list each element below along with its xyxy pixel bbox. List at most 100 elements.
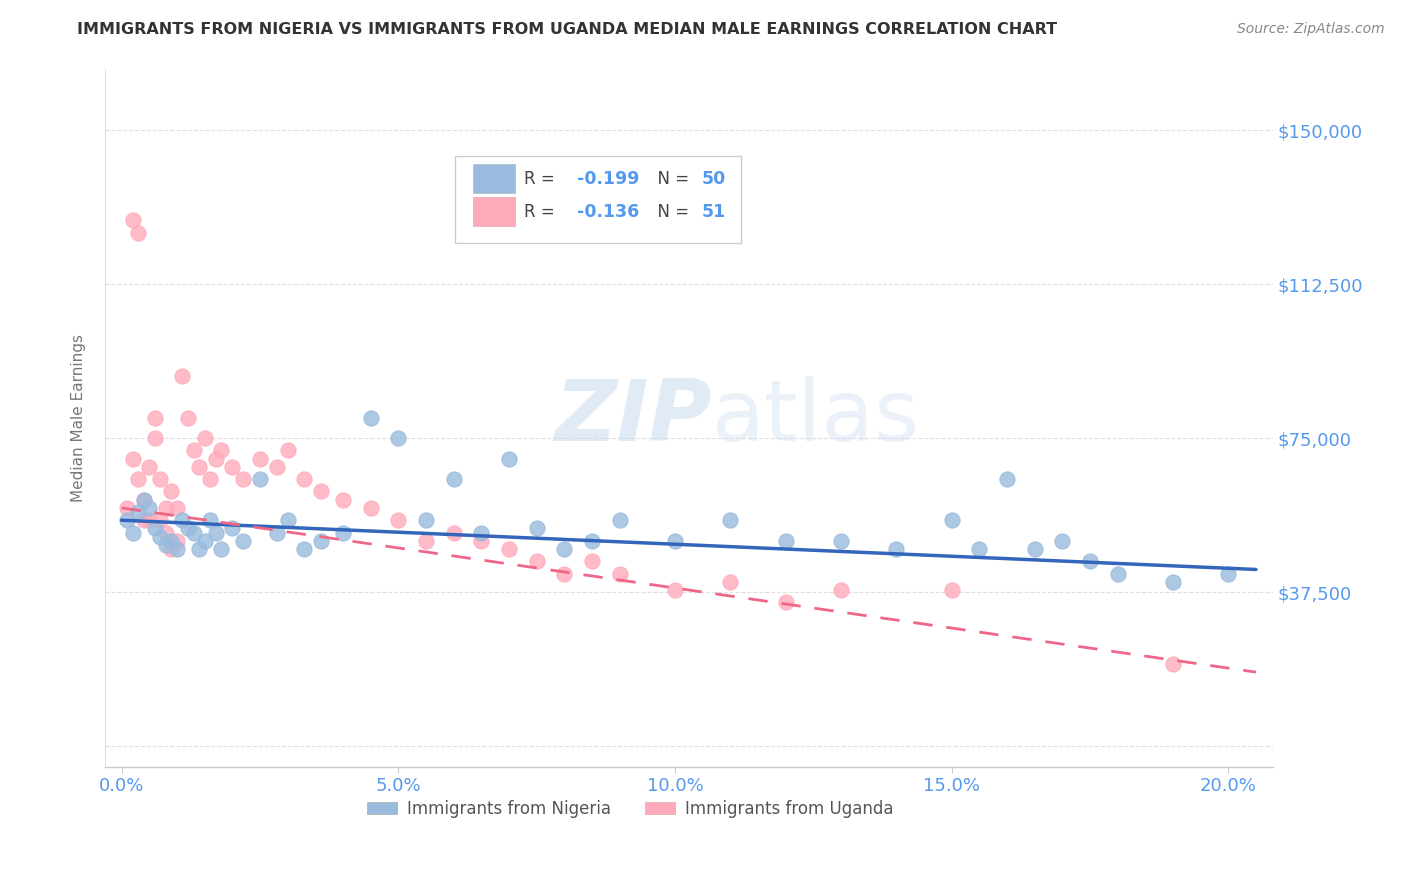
- Text: 51: 51: [702, 202, 725, 220]
- Text: ZIP: ZIP: [554, 376, 711, 459]
- Point: [470, 525, 492, 540]
- Point: [277, 513, 299, 527]
- Point: [232, 533, 254, 548]
- Point: [204, 451, 226, 466]
- Point: [415, 513, 437, 527]
- Text: -0.136: -0.136: [576, 202, 638, 220]
- Point: [198, 513, 221, 527]
- Point: [155, 525, 177, 540]
- Point: [1078, 554, 1101, 568]
- Point: [177, 521, 200, 535]
- Point: [177, 410, 200, 425]
- Y-axis label: Median Male Earnings: Median Male Earnings: [72, 334, 86, 501]
- Point: [332, 492, 354, 507]
- Point: [138, 500, 160, 515]
- Point: [581, 554, 603, 568]
- Point: [115, 513, 138, 527]
- Point: [160, 484, 183, 499]
- Point: [121, 451, 143, 466]
- Point: [132, 513, 155, 527]
- Point: [121, 525, 143, 540]
- Point: [204, 525, 226, 540]
- Point: [249, 472, 271, 486]
- Point: [941, 513, 963, 527]
- Point: [553, 566, 575, 581]
- Point: [609, 566, 631, 581]
- Point: [1218, 566, 1240, 581]
- Point: [209, 443, 232, 458]
- Point: [1107, 566, 1129, 581]
- Text: IMMIGRANTS FROM NIGERIA VS IMMIGRANTS FROM UGANDA MEDIAN MALE EARNINGS CORRELATI: IMMIGRANTS FROM NIGERIA VS IMMIGRANTS FR…: [77, 22, 1057, 37]
- Point: [1052, 533, 1074, 548]
- Point: [995, 472, 1018, 486]
- Point: [775, 595, 797, 609]
- Point: [188, 541, 211, 556]
- Point: [166, 541, 188, 556]
- Point: [232, 472, 254, 486]
- Point: [443, 525, 465, 540]
- Point: [884, 541, 907, 556]
- Point: [967, 541, 990, 556]
- FancyBboxPatch shape: [456, 156, 741, 243]
- Point: [309, 484, 332, 499]
- Point: [360, 410, 382, 425]
- Text: R =: R =: [524, 202, 560, 220]
- Point: [1161, 657, 1184, 671]
- Point: [132, 492, 155, 507]
- Point: [155, 538, 177, 552]
- Point: [143, 410, 166, 425]
- Point: [360, 500, 382, 515]
- FancyBboxPatch shape: [472, 197, 515, 227]
- Point: [138, 513, 160, 527]
- Point: [609, 513, 631, 527]
- Point: [526, 521, 548, 535]
- Point: [194, 431, 217, 445]
- Point: [194, 533, 217, 548]
- Point: [127, 226, 149, 240]
- Point: [149, 472, 172, 486]
- Point: [292, 472, 315, 486]
- Point: [581, 533, 603, 548]
- Point: [941, 582, 963, 597]
- Point: [830, 582, 852, 597]
- Point: [221, 521, 243, 535]
- Text: 50: 50: [702, 169, 725, 188]
- Point: [387, 431, 409, 445]
- Point: [526, 554, 548, 568]
- Point: [498, 451, 520, 466]
- Point: [470, 533, 492, 548]
- Point: [415, 533, 437, 548]
- Point: [1024, 541, 1046, 556]
- Point: [143, 431, 166, 445]
- Text: N =: N =: [647, 202, 695, 220]
- Point: [160, 541, 183, 556]
- Point: [830, 533, 852, 548]
- Legend: Immigrants from Nigeria, Immigrants from Uganda: Immigrants from Nigeria, Immigrants from…: [361, 793, 900, 824]
- Point: [198, 472, 221, 486]
- Point: [183, 443, 205, 458]
- Point: [498, 541, 520, 556]
- Point: [115, 500, 138, 515]
- Text: Source: ZipAtlas.com: Source: ZipAtlas.com: [1237, 22, 1385, 37]
- Point: [775, 533, 797, 548]
- Point: [292, 541, 315, 556]
- Point: [183, 525, 205, 540]
- Point: [121, 213, 143, 227]
- Point: [188, 459, 211, 474]
- Point: [138, 459, 160, 474]
- Point: [664, 582, 686, 597]
- Point: [149, 513, 172, 527]
- Point: [443, 472, 465, 486]
- Point: [249, 451, 271, 466]
- Point: [718, 513, 741, 527]
- Text: R =: R =: [524, 169, 560, 188]
- Point: [266, 459, 288, 474]
- Point: [149, 530, 172, 544]
- Point: [266, 525, 288, 540]
- Point: [127, 472, 149, 486]
- Point: [127, 505, 149, 519]
- Point: [155, 500, 177, 515]
- Point: [166, 500, 188, 515]
- FancyBboxPatch shape: [472, 164, 515, 194]
- Point: [209, 541, 232, 556]
